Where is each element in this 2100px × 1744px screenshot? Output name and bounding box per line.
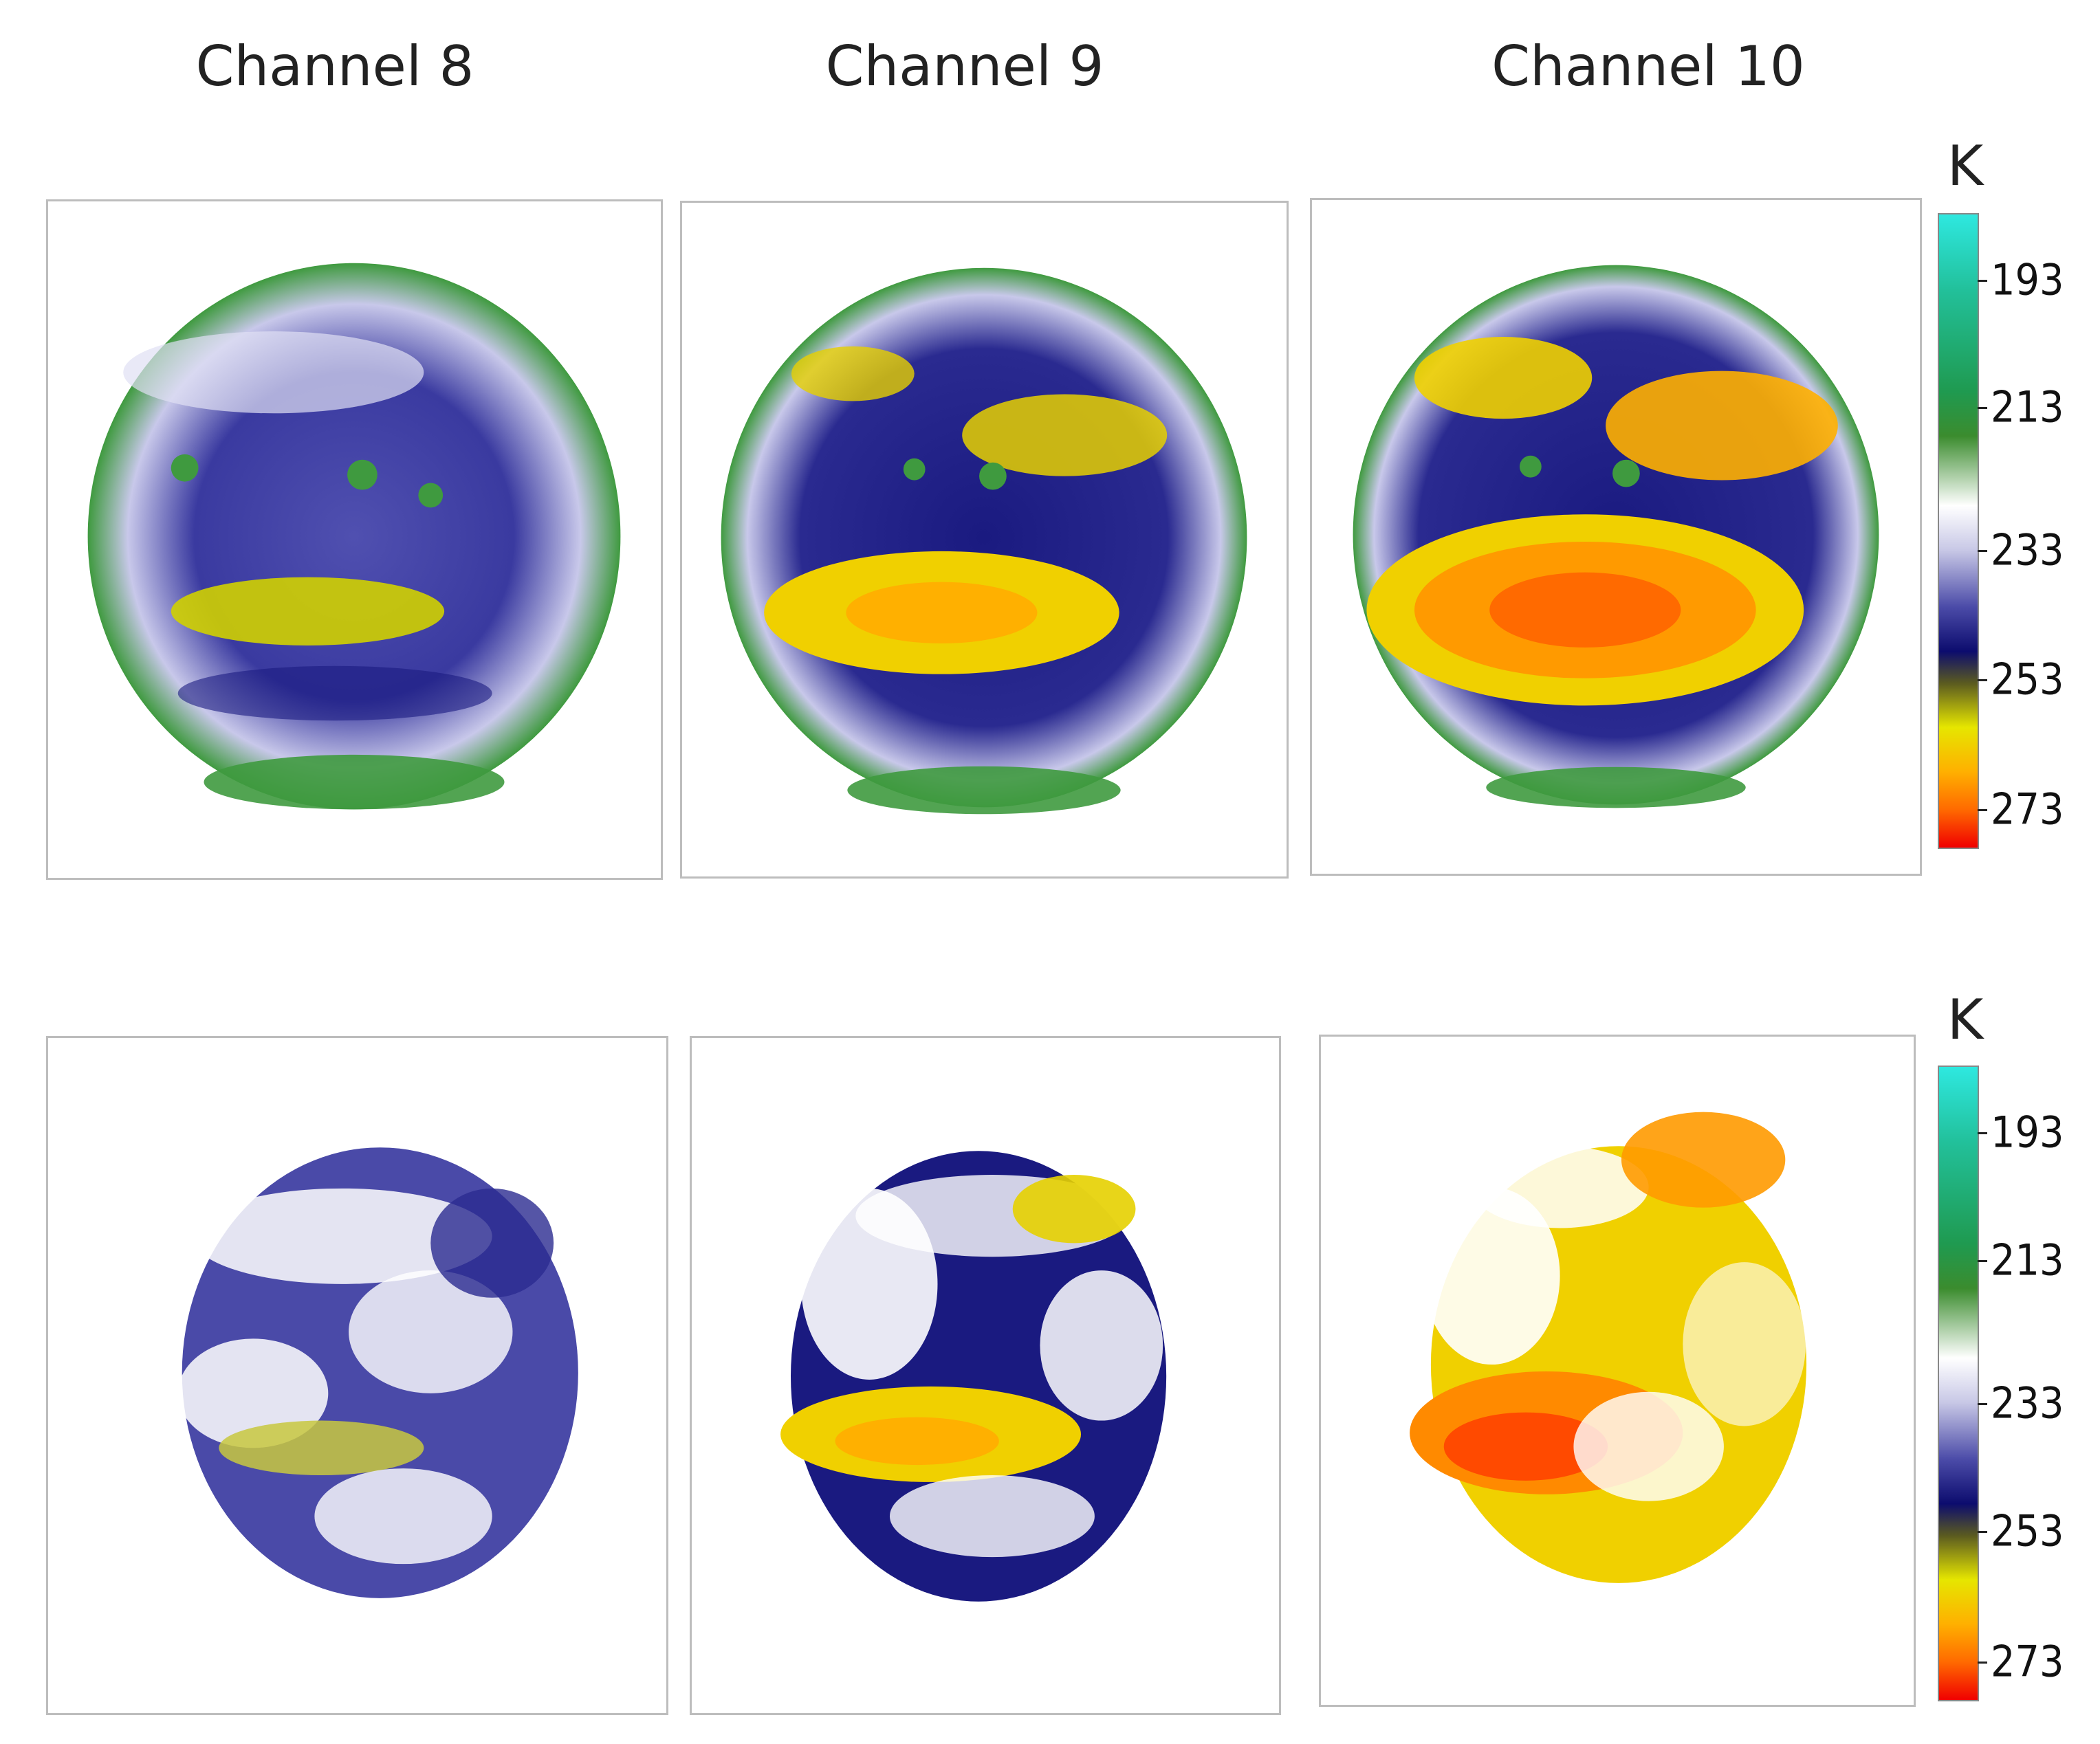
colorbar-top-label-233: 233 <box>1991 525 2064 575</box>
colorbar-bottom-label-213: 213 <box>1991 1235 2064 1285</box>
panel-top-channel-8 <box>46 199 663 880</box>
globe-image-top-channel-9 <box>721 267 1247 815</box>
colorbar-bottom-unit: K <box>1947 988 1984 1052</box>
globe-image-top-channel-8 <box>87 263 621 810</box>
colorbar-bottom-tick-273 <box>1978 1662 1987 1664</box>
colorbar-top-tick-193 <box>1978 280 1987 282</box>
panel-bottom-channel-8 <box>46 1036 668 1715</box>
colorbar-top <box>1938 213 1979 849</box>
panel-top-channel-9 <box>680 201 1289 879</box>
globe-image-bottom-channel-9 <box>780 1151 1167 1602</box>
colorbar-bottom-tick-193 <box>1978 1132 1987 1134</box>
colorbar-bottom-label-273: 273 <box>1991 1636 2064 1687</box>
colorbar-top-label-273: 273 <box>1991 784 2064 835</box>
colorbar-top-tick-233 <box>1978 550 1987 552</box>
colorbar-bottom-label-233: 233 <box>1991 1378 2064 1428</box>
panel-bottom-channel-10 <box>1319 1035 1916 1707</box>
colorbar-bottom <box>1938 1066 1979 1701</box>
colorbar-top-label-213: 213 <box>1991 382 2064 432</box>
colorbar-bottom-tick-233 <box>1978 1403 1987 1405</box>
globe-image-bottom-channel-8 <box>177 1147 578 1598</box>
panel-bottom-channel-9 <box>690 1036 1281 1715</box>
colorbar-top-label-193: 193 <box>1991 254 2064 305</box>
colorbar-top-tick-253 <box>1978 679 1987 681</box>
colorbar-top-tick-273 <box>1978 809 1987 811</box>
globe-image-top-channel-10 <box>1353 265 1879 808</box>
colorbar-top-tick-213 <box>1978 407 1987 409</box>
column-title-channel-9: Channel 9 <box>825 34 1104 98</box>
globe-image-bottom-channel-10 <box>1410 1112 1807 1583</box>
colorbar-bottom-label-253: 253 <box>1991 1505 2064 1556</box>
column-title-channel-10: Channel 10 <box>1491 34 1805 98</box>
panel-top-channel-10 <box>1310 198 1922 876</box>
column-title-channel-8: Channel 8 <box>195 34 474 98</box>
colorbar-bottom-label-193: 193 <box>1991 1107 2064 1158</box>
colorbar-bottom-tick-213 <box>1978 1260 1987 1262</box>
colorbar-top-label-253: 253 <box>1991 654 2064 705</box>
colorbar-top-unit: K <box>1947 134 1984 198</box>
colorbar-bottom-tick-253 <box>1978 1531 1987 1533</box>
